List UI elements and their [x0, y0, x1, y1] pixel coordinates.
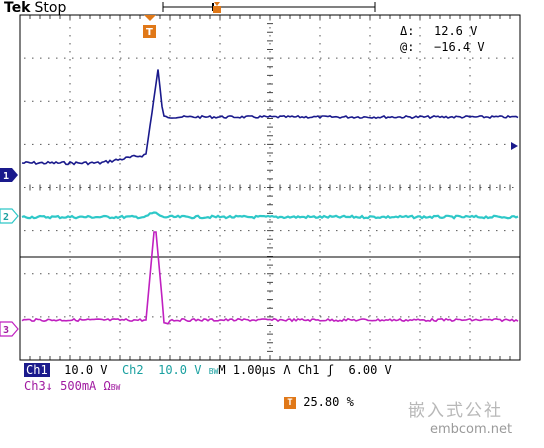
record-position-bar[interactable]: [162, 2, 376, 13]
cursor-delta-readout: Δ: 12.6 V: [400, 24, 477, 38]
delta-label: Δ:: [400, 24, 415, 38]
status-line-2: Ch3↓ 500mA ΩBW: [24, 379, 120, 393]
ch2-marker[interactable]: 2: [0, 208, 19, 224]
ch1-scale: 10.0 V: [64, 363, 108, 377]
watermark-cn: 嵌入式公社: [408, 401, 503, 421]
graticule: [19, 14, 521, 361]
acquisition-state: Stop: [34, 0, 67, 16]
ch1-status-label[interactable]: Ch1: [24, 363, 50, 377]
trigger-edge-icon: Λ: [283, 363, 291, 377]
ch1-waveform: [21, 69, 519, 166]
at-value: −16.4 V: [434, 40, 485, 54]
ch2-marker-label: 2: [3, 212, 9, 223]
ch2-bw-icon: BW: [208, 367, 219, 376]
brand-logo: Tek: [4, 0, 31, 16]
trigger-level-arrow-icon[interactable]: [511, 142, 518, 150]
at-label: @:: [400, 40, 415, 54]
ch3-marker-label: 3: [3, 325, 9, 336]
trigger-position-readout: T 25.80 %: [284, 395, 354, 409]
ch1-marker-label: 1: [3, 171, 9, 182]
ch3-bw-icon: BW: [110, 383, 121, 392]
trigger-position-value: 25.80 %: [303, 395, 354, 409]
ch3-scale: 500mA Ω: [60, 379, 111, 393]
brand-header: Tek Stop: [4, 0, 66, 16]
trigger-position-icon: T: [284, 396, 296, 409]
ch2-status-label[interactable]: Ch2: [121, 363, 144, 377]
ch3-status-label[interactable]: Ch3↓: [24, 379, 53, 393]
ch3-marker[interactable]: 3: [0, 321, 19, 337]
ch3-waveform: [21, 231, 519, 325]
watermark-url: embcom.net: [430, 422, 513, 437]
status-line-1: Ch1 10.0 V Ch2 10.0 V BWM 1.00µs Λ Ch1 ʃ…: [24, 363, 392, 377]
delta-value: 12.6 V: [434, 24, 478, 38]
screen-frame: [19, 14, 521, 361]
timebase: M 1.00µs: [218, 363, 277, 377]
trigger-slope-icon: ʃ: [326, 363, 334, 377]
trigger-position-marker[interactable]: T: [143, 15, 156, 38]
trigger-marker-label: T: [146, 27, 153, 38]
trigger-level: 6.00 V: [348, 363, 392, 377]
ch2-scale: 10.0 V: [158, 363, 202, 377]
cursor-at-readout: @: −16.4 V: [400, 40, 485, 54]
trigger-source: Ch1: [297, 363, 320, 377]
ch2-waveform: [21, 211, 519, 220]
ch1-marker[interactable]: 1: [0, 168, 18, 182]
